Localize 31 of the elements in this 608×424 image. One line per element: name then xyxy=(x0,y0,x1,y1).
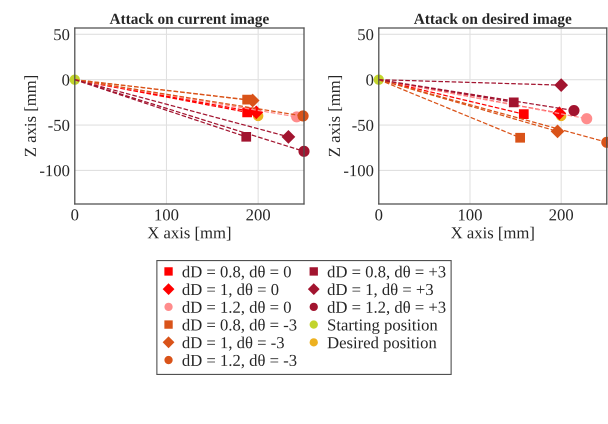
y-tick-label: -50 xyxy=(352,120,374,131)
x-tick-label: 0 xyxy=(375,209,382,221)
x-axis-title: X axis [mm] xyxy=(148,226,230,240)
x-axis-title: X axis [mm] xyxy=(451,226,534,240)
y-tick-label: -50 xyxy=(48,120,70,131)
legend-label: Starting position xyxy=(328,319,438,334)
legend-label: dD = 1, dθ = 0 xyxy=(182,283,278,298)
legend-label: dD = 0.8, dθ = +3 xyxy=(328,266,446,280)
legend-label: Desired position xyxy=(328,336,437,352)
legend-label: dD = 1, dθ = -3 xyxy=(182,336,284,351)
chart-title: Attack on desired image xyxy=(414,13,572,28)
legend-label: dD = 1.2, dθ = 0 xyxy=(182,301,291,316)
y-tick-label: 0 xyxy=(62,74,70,86)
x-tick-label: 100 xyxy=(155,209,178,221)
y-tick-label: 50 xyxy=(358,29,374,40)
y-tick-label: 50 xyxy=(54,29,70,40)
legend-label: dD = 0.8, dθ = -3 xyxy=(182,318,296,333)
chart-title: Attack on current image xyxy=(110,13,269,28)
x-tick-label: 0 xyxy=(71,209,78,221)
legend-label: dD = 1.2, dθ = +3 xyxy=(328,301,446,316)
y-tick-label: -100 xyxy=(40,165,70,176)
y-axis-title: Z axis [mm] xyxy=(24,76,38,156)
y-tick-label: 0 xyxy=(366,74,374,86)
x-tick-label: 200 xyxy=(246,209,270,221)
x-tick-label: 200 xyxy=(549,209,574,221)
legend-label: dD = 1.2, dθ = -3 xyxy=(182,354,296,368)
y-tick-label: -100 xyxy=(344,165,374,176)
legend-label: dD = 0.8, dθ = 0 xyxy=(182,266,291,280)
legend-label: dD = 1, dθ = +3 xyxy=(328,283,433,298)
y-axis-title: Z axis [mm] xyxy=(328,76,342,156)
x-tick-label: 100 xyxy=(458,209,482,221)
